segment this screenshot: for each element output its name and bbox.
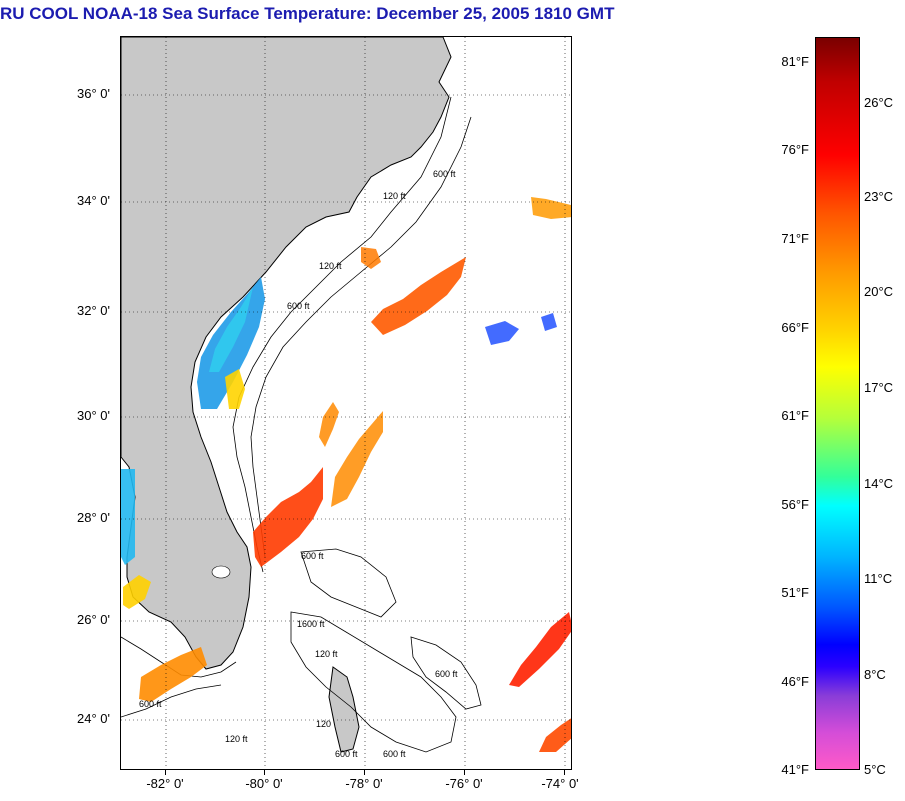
- lon-tick: [264, 770, 265, 775]
- lat-label: 34° 0': [77, 193, 110, 208]
- contour-label: 600 ft: [383, 749, 406, 759]
- colorbar-c-label: 23°C: [864, 189, 894, 204]
- contour-label: 120 ft: [315, 649, 338, 659]
- lon-label: -74° 0': [541, 776, 579, 791]
- sst-warm-gulfstream-1: [253, 467, 323, 567]
- contour-120ft: [232, 96, 452, 573]
- colorbar-f-label: 41°F: [781, 762, 809, 777]
- colorbar-c-label: 20°C: [864, 284, 894, 299]
- sst-keys-warm: [139, 647, 207, 702]
- contour-label: 120: [316, 719, 331, 729]
- map-title: RU COOL NOAA-18 Sea Surface Temperature:…: [0, 4, 615, 23]
- sst-gulf-cyan: [121, 469, 135, 565]
- colorbar-c-label: 26°C: [864, 95, 894, 110]
- contour-label: 600 ft: [335, 749, 358, 759]
- contour-label: 120 ft: [225, 734, 248, 744]
- contour-label: 600 ft: [287, 301, 310, 311]
- colorbar-f-label: 71°F: [781, 231, 809, 246]
- lat-label: 28° 0': [77, 510, 110, 525]
- sst-cyan-coastal: [209, 287, 253, 372]
- lat-label: 30° 0': [77, 408, 110, 423]
- lake-okeechobee: [211, 565, 231, 579]
- colorbar-f-label: 76°F: [781, 142, 809, 157]
- lon-tick: [364, 770, 365, 775]
- colorbar-c-label: 5°C: [864, 762, 886, 777]
- colorbar-f-label: 51°F: [781, 585, 809, 600]
- contour-label: 600 ft: [433, 169, 456, 179]
- colorbar-c-label: 17°C: [864, 380, 894, 395]
- graticule: [121, 37, 571, 769]
- colorbar-f-label: 56°F: [781, 497, 809, 512]
- colorbar-c-label: 11°C: [864, 571, 893, 586]
- sst-gulf-yellow: [123, 575, 151, 609]
- bahamas-shoals: [290, 548, 482, 753]
- map-canvas: 120 ft 600 ft 120 ft 600 ft 600 ft 1600 …: [121, 37, 571, 769]
- lon-tick: [165, 770, 166, 775]
- colorbar-f-label: 66°F: [781, 320, 809, 335]
- lon-label: -76° 0': [445, 776, 483, 791]
- colorbar-f-label: 81°F: [781, 54, 809, 69]
- contour-label: 120 ft: [383, 191, 406, 201]
- lon-label: -78° 0': [345, 776, 383, 791]
- lon-tick: [564, 770, 565, 775]
- sst-red-se: [509, 612, 571, 687]
- lat-label: 32° 0': [77, 303, 110, 318]
- contour-600ft: [250, 116, 472, 558]
- lat-label: 26° 0': [77, 612, 110, 627]
- colorbar-f-label: 61°F: [781, 408, 809, 423]
- sst-warm-gulfstream-3: [331, 411, 383, 507]
- contour-label: 1600 ft: [297, 619, 325, 629]
- sst-map: 120 ft 600 ft 120 ft 600 ft 600 ft 1600 …: [120, 36, 572, 770]
- lat-label: 36° 0': [77, 86, 110, 101]
- sst-orange-carolina: [361, 247, 381, 269]
- us-land: [121, 37, 452, 670]
- colorbar-c-label: 14°C: [864, 476, 894, 491]
- lon-label: -80° 0': [245, 776, 283, 791]
- sst-yellow-coastal: [225, 369, 245, 409]
- colorbar-c-label: 8°C: [864, 667, 886, 682]
- lon-label: -82° 0': [146, 776, 184, 791]
- colorbar-f-label: 46°F: [781, 674, 809, 689]
- contour-label: 600 ft: [301, 551, 324, 561]
- sst-warm-gulfstream-2: [371, 257, 466, 335]
- sst-blue-offshore: [485, 313, 557, 345]
- andros-island: [328, 666, 360, 753]
- temperature-colorbar: [815, 37, 860, 770]
- sst-orange-north: [531, 197, 571, 219]
- contour-label: 600 ft: [435, 669, 458, 679]
- sst-red-sw-corner: [539, 718, 571, 752]
- sst-orange-midshelf: [319, 402, 339, 447]
- contour-label: 120 ft: [319, 261, 342, 271]
- lat-label: 24° 0': [77, 711, 110, 726]
- lon-tick: [464, 770, 465, 775]
- contour-label: 600 ft: [139, 699, 162, 709]
